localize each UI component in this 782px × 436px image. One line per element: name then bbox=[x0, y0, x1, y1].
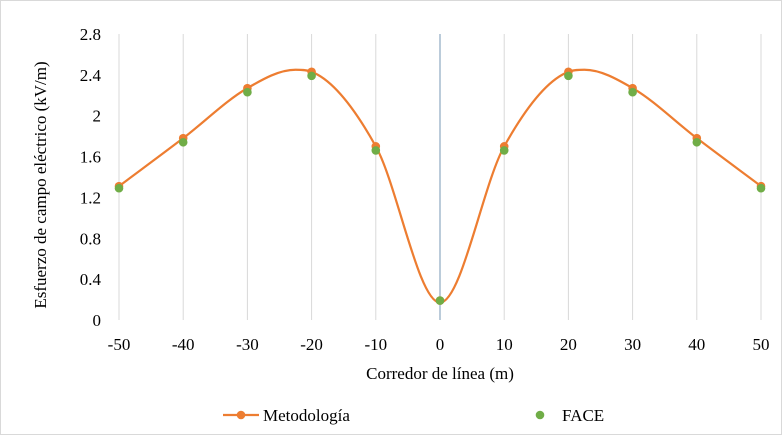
y-axis-title: Esfuerzo de campo eléctrico (kV/m) bbox=[31, 61, 50, 308]
legend-label-face: FACE bbox=[562, 406, 604, 425]
y-axis: 0 0.4 0.8 1.2 1.6 2 2.4 2.8 bbox=[80, 25, 102, 330]
x-tick-label: 10 bbox=[496, 335, 513, 354]
legend-swatch-metodologia-marker bbox=[236, 410, 246, 420]
x-tick-label: 40 bbox=[688, 335, 705, 354]
x-tick-label: -10 bbox=[364, 335, 387, 354]
point-face bbox=[564, 71, 573, 81]
point-face bbox=[114, 183, 124, 193]
y-tick-label: 0.8 bbox=[80, 229, 101, 248]
x-tick-label: -40 bbox=[172, 335, 195, 354]
x-tick-label: -20 bbox=[300, 335, 323, 354]
point-face bbox=[243, 87, 252, 97]
x-tick-label: 30 bbox=[624, 335, 641, 354]
x-tick-label: 50 bbox=[753, 335, 770, 354]
y-tick-label: 2.8 bbox=[80, 25, 101, 44]
legend-swatch-face-marker bbox=[535, 410, 545, 420]
point-face bbox=[371, 146, 381, 155]
y-tick-label: 0.4 bbox=[80, 270, 102, 289]
grid-lines bbox=[118, 34, 762, 320]
point-face bbox=[307, 71, 316, 81]
x-axis-title: Corredor de línea (m) bbox=[366, 364, 514, 383]
y-tick-label: 2 bbox=[93, 107, 102, 126]
x-tick-label: -50 bbox=[108, 335, 131, 354]
y-tick-label: 0 bbox=[93, 311, 102, 330]
x-tick-label: 20 bbox=[560, 335, 577, 354]
x-tick-label: 0 bbox=[436, 335, 445, 354]
point-face bbox=[178, 137, 188, 147]
x-tick-label: -30 bbox=[236, 335, 259, 354]
point-face bbox=[499, 146, 509, 155]
y-tick-label: 1.2 bbox=[80, 188, 101, 207]
x-axis: -50 -40 -30 -20 -10 0 10 20 30 40 50 bbox=[108, 335, 770, 354]
y-tick-label: 1.6 bbox=[80, 148, 101, 167]
legend: Metodología FACE bbox=[223, 406, 604, 425]
point-face bbox=[435, 296, 445, 305]
series-layer bbox=[114, 67, 766, 305]
legend-label-metodologia: Metodología bbox=[263, 406, 350, 425]
point-face bbox=[692, 137, 702, 147]
y-tick-label: 2.4 bbox=[80, 66, 102, 85]
point-face bbox=[756, 183, 766, 193]
point-face bbox=[628, 87, 637, 97]
